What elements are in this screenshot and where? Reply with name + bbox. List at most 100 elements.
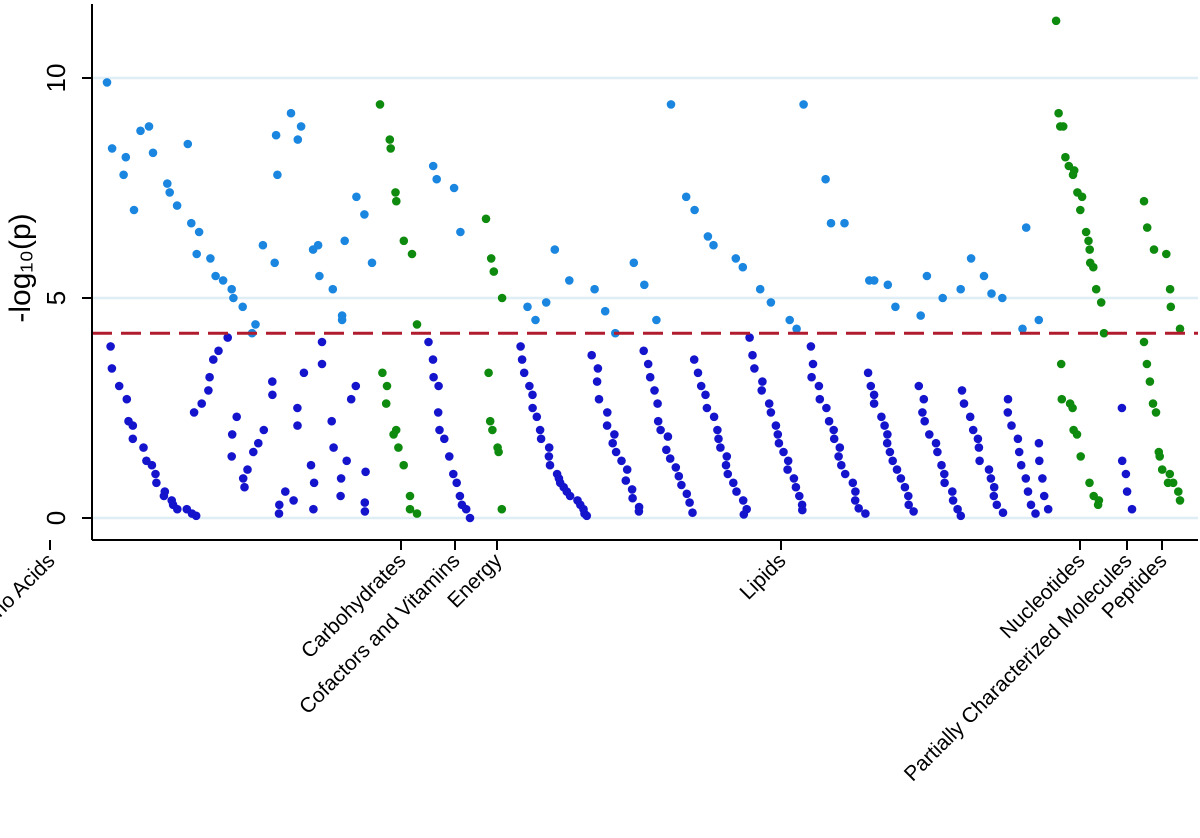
- point-lipids-ns: [1031, 509, 1040, 518]
- point-lipids-ns: [1026, 500, 1036, 510]
- point-peptides-sig: [1175, 324, 1185, 334]
- point-lipids-ns: [766, 408, 776, 417]
- point-lipids-ns: [677, 480, 686, 490]
- point-amino-acids-sig: [194, 227, 204, 237]
- point-lipids-ns: [989, 491, 999, 501]
- point-carbohydrates-sig: [407, 249, 417, 259]
- point-cofactors-and-vitamins-ns: [434, 381, 443, 391]
- point-lipids-ns: [773, 430, 783, 439]
- point-carbohydrates-ns: [399, 460, 409, 470]
- point-lipids-ns: [608, 438, 617, 448]
- point-lipids-ns: [634, 507, 644, 516]
- point-lipids-ns: [622, 465, 632, 474]
- point-lipids-ns: [653, 416, 663, 426]
- point-amino-acids-ns: [227, 430, 237, 439]
- point-amino-acids-sig: [183, 139, 193, 149]
- point-lipids-ns: [674, 471, 684, 481]
- point-lipids-ns: [900, 482, 910, 492]
- point-carbohydrates-sig: [391, 188, 400, 197]
- point-lipids-ns: [814, 381, 824, 391]
- y-tick-label-10: 10: [41, 64, 71, 93]
- point-lipids-sig: [565, 276, 574, 285]
- x-tick-label-partially-characterized-molecules: Partially Characterized Molecules: [900, 549, 1137, 786]
- point-lipids-ns: [896, 474, 906, 483]
- point-nucleotides-sig: [1089, 262, 1098, 272]
- point-lipids-ns: [716, 443, 725, 452]
- point-energy-ns: [484, 368, 493, 378]
- point-amino-acids-ns: [147, 460, 157, 470]
- point-amino-acids-ns: [342, 456, 352, 466]
- point-amino-acids-sig: [352, 192, 361, 202]
- point-lipids-ns: [869, 399, 879, 408]
- point-lipids-ns: [975, 456, 984, 466]
- point-peptides-ns: [1148, 399, 1158, 408]
- point-amino-acids-sig: [360, 210, 369, 219]
- point-lipids-ns: [918, 408, 927, 417]
- point-lipids-ns: [974, 443, 984, 452]
- point-amino-acids-ns: [309, 478, 319, 488]
- point-nucleotides-ns: [1057, 394, 1067, 404]
- point-lipids-sig: [938, 293, 947, 303]
- point-energy-sig: [497, 293, 507, 303]
- point-amino-acids-sig: [286, 108, 296, 118]
- point-lipids-ns: [840, 469, 850, 479]
- point-lipids-ns: [880, 421, 889, 430]
- point-lipids-ns: [643, 359, 653, 369]
- point-amino-acids-ns: [281, 487, 290, 496]
- point-lipids-ns: [639, 346, 648, 356]
- point-lipids-ns: [1023, 487, 1033, 496]
- point-amino-acids-ns: [205, 372, 214, 382]
- point-nucleotides-sig: [1068, 170, 1078, 180]
- point-amino-acids-ns: [232, 412, 241, 422]
- point-lipids-ns: [1039, 491, 1049, 501]
- point-lipids-ns: [883, 430, 892, 439]
- point-amino-acids-ns: [106, 342, 115, 351]
- point-lipids-sig: [600, 306, 610, 316]
- point-lipids-sig: [690, 205, 699, 215]
- y-axis-label: -log₁₀(p): [4, 213, 37, 322]
- point-lipids-ns: [603, 408, 612, 417]
- point-amino-acids-ns: [214, 346, 223, 356]
- point-lipids-ns: [1003, 408, 1013, 417]
- point-energy-ns: [485, 416, 495, 426]
- y-axis-ticks: 0 5 10: [41, 64, 92, 525]
- point-lipids-ns: [968, 425, 978, 435]
- point-partially-characterized-molecules-ns: [1117, 456, 1127, 466]
- point-amino-acids-ns: [122, 394, 132, 404]
- point-lipids-ns: [863, 368, 873, 378]
- point-lipids-ns: [919, 394, 929, 404]
- point-lipids-ns: [965, 412, 975, 422]
- point-lipids-ns: [688, 508, 697, 517]
- point-lipids-ns: [885, 447, 895, 457]
- point-lipids-ns: [750, 364, 759, 373]
- point-amino-acids-ns: [243, 465, 252, 474]
- point-energy-sig: [481, 214, 491, 224]
- point-lipids-ns: [693, 368, 703, 378]
- point-lipids-sig: [1034, 315, 1044, 325]
- point-nucleotides-sig: [1099, 328, 1109, 338]
- point-lipids-ns: [937, 460, 946, 470]
- point-amino-acids-ns: [128, 434, 138, 444]
- point-lipids-sig: [738, 262, 748, 272]
- point-lipids-sig: [840, 218, 849, 228]
- point-lipids-ns: [807, 372, 816, 382]
- point-nucleotides-sig: [1085, 245, 1094, 254]
- point-lipids-ns: [764, 399, 774, 408]
- x-tick-label-lipids: Lipids: [735, 549, 790, 604]
- point-lipids-ns: [729, 478, 738, 488]
- point-amino-acids-sig: [211, 271, 220, 281]
- point-amino-acids-ns: [293, 421, 302, 430]
- point-lipids-ns: [758, 377, 767, 386]
- point-lipids-ns: [798, 505, 807, 515]
- point-amino-acids-ns: [151, 469, 160, 479]
- point-peptides-sig: [1165, 284, 1175, 294]
- point-lipids-ns: [519, 368, 529, 378]
- point-cofactors-and-vitamins-ns: [455, 491, 465, 501]
- point-amino-acids-ns: [306, 460, 316, 470]
- point-nucleotides-sig: [1081, 227, 1091, 237]
- point-peptides-sig: [1142, 223, 1152, 232]
- point-amino-acids-sig: [129, 205, 139, 215]
- point-lipids-ns: [565, 491, 575, 501]
- point-carbohydrates-sig: [399, 236, 409, 246]
- point-lipids-sig: [1021, 223, 1031, 232]
